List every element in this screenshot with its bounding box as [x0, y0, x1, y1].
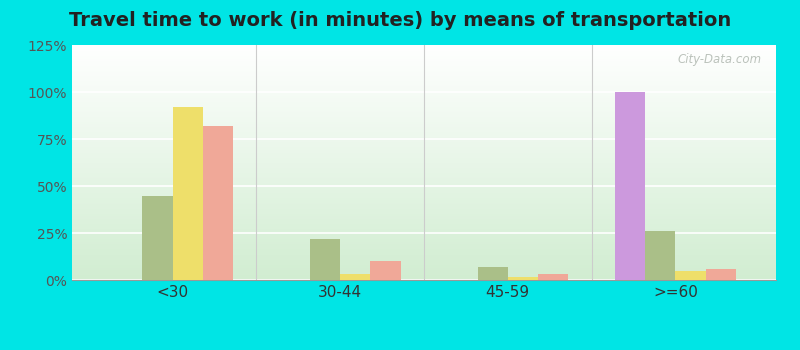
Bar — [646, 231, 675, 280]
Bar — [706, 269, 736, 280]
Text: Travel time to work (in minutes) by means of transportation: Travel time to work (in minutes) by mean… — [69, 10, 731, 29]
Bar — [310, 239, 340, 280]
Bar — [340, 274, 370, 280]
Bar — [675, 271, 706, 280]
Bar — [478, 267, 508, 280]
Bar — [370, 261, 401, 280]
Bar — [508, 277, 538, 280]
Bar — [173, 107, 202, 280]
Text: City-Data.com: City-Data.com — [678, 52, 762, 65]
Bar — [615, 92, 646, 280]
Bar — [202, 126, 233, 280]
Bar — [142, 196, 173, 280]
Bar — [538, 274, 568, 280]
